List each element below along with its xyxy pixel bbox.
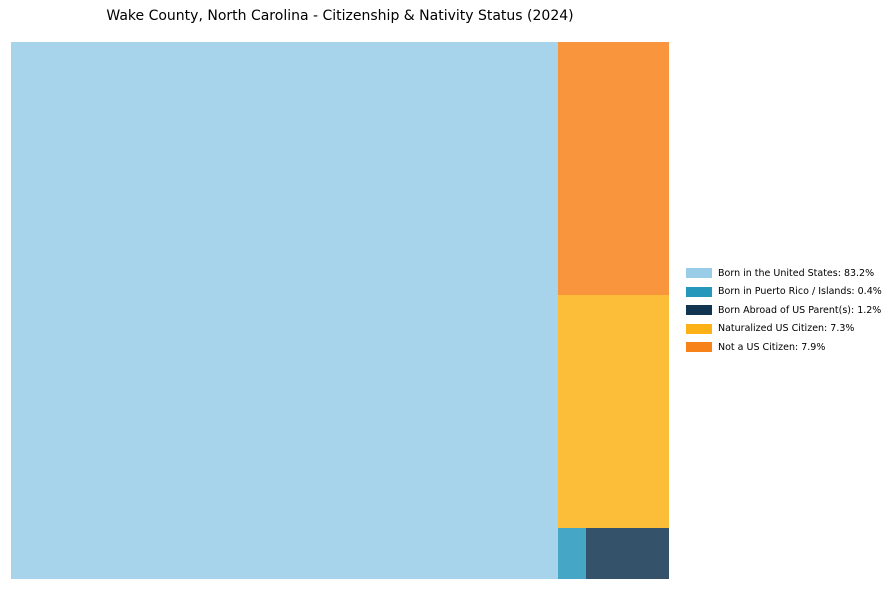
legend-item-born_pr: Born in Puerto Rico / Islands: 0.4% xyxy=(686,283,882,302)
legend-label-naturalized: Naturalized US Citizen: 7.3% xyxy=(718,323,855,335)
treemap-tile-born-abroad xyxy=(586,527,669,579)
legend-swatch-born_pr xyxy=(686,286,712,297)
treemap-tile-not-us-citizen xyxy=(558,42,669,295)
treemap xyxy=(11,42,669,579)
treemap-tile-born-in-us xyxy=(11,42,559,579)
legend: Born in the United States: 83.2% Born in … xyxy=(686,264,882,357)
chart-title: Wake County, North Carolina - Citizenshi… xyxy=(106,8,574,24)
legend-item-born_abroad: Born Abroad of US Parent(s): 1.2% xyxy=(686,301,882,320)
legend-item-born_us: Born in the United States: 83.2% xyxy=(686,264,882,283)
legend-swatch-born_abroad xyxy=(686,305,712,316)
treemap-tile-naturalized-citizen xyxy=(558,294,669,528)
legend-swatch-not_citizen xyxy=(686,342,712,353)
legend-swatch-born_us xyxy=(686,268,712,279)
legend-swatch-naturalized xyxy=(686,323,712,334)
legend-item-naturalized: Naturalized US Citizen: 7.3% xyxy=(686,320,882,339)
treemap-right-column xyxy=(558,42,669,579)
treemap-tile-born-puerto-rico xyxy=(558,527,587,579)
legend-label-not_citizen: Not a US Citizen: 7.9% xyxy=(718,341,826,353)
legend-label-born_us: Born in the United States: 83.2% xyxy=(718,267,875,279)
legend-label-born_pr: Born in Puerto Rico / Islands: 0.4% xyxy=(718,286,882,298)
legend-label-born_abroad: Born Abroad of US Parent(s): 1.2% xyxy=(718,304,882,316)
legend-item-not_citizen: Not a US Citizen: 7.9% xyxy=(686,338,882,357)
treemap-bottom-row xyxy=(558,527,669,579)
